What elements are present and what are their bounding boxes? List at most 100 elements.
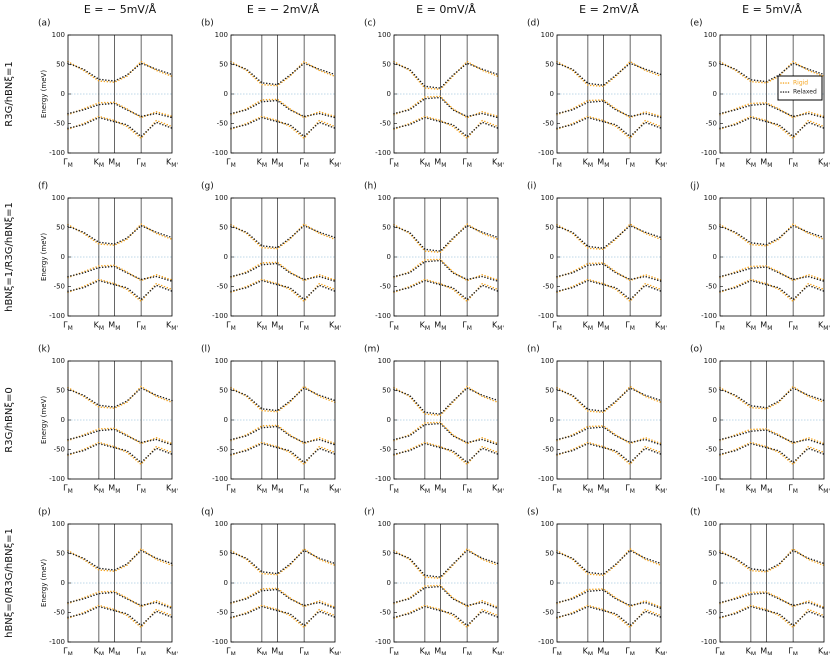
plot-frame [230, 34, 336, 154]
band [67, 60, 173, 84]
plot-frame [556, 360, 662, 480]
x-tick-subscript: M' [660, 162, 667, 169]
x-tick-label: ΓM [788, 158, 798, 170]
x-tick-subscript: M [467, 162, 472, 169]
band [230, 587, 336, 608]
band [393, 547, 499, 580]
x-tick-subscript: M' [660, 488, 667, 495]
x-tick-subscript: M [394, 325, 399, 332]
y-tick-label: 50 [382, 550, 391, 558]
x-tick-label: KM [257, 158, 267, 170]
x-tick-subscript: M [115, 162, 120, 169]
panel-label: (f) [38, 182, 48, 192]
x-tick-label: MM [271, 647, 283, 655]
band [556, 116, 662, 138]
y-tick-label: 0 [61, 579, 65, 587]
x-tick-label: ΓM [63, 321, 73, 333]
band [393, 604, 499, 629]
x-tick-subscript: M [630, 651, 635, 655]
x-tick-label: KM [746, 321, 756, 333]
x-tick-subscript: M [467, 325, 472, 332]
y-tick-label: 0 [224, 579, 228, 587]
panel-label: (b) [201, 19, 214, 29]
plot-frame [230, 197, 336, 317]
x-tick-subscript: M [441, 488, 446, 495]
x-tick-subscript: M [720, 325, 725, 332]
band [67, 102, 173, 119]
band [230, 99, 336, 119]
x-tick-subscript: M [99, 325, 104, 332]
y-tick-label: 0 [61, 416, 65, 424]
band [393, 278, 499, 303]
y-tick-label: -50 [217, 609, 228, 617]
y-tick-label: 0 [61, 90, 65, 98]
band [67, 442, 173, 464]
legend-label: Relaxed [793, 89, 817, 96]
band [393, 442, 499, 464]
y-tick-label: -100 [49, 149, 65, 157]
band [719, 266, 825, 282]
y-tick-label: 100 [52, 31, 65, 39]
x-tick-subscript: M [557, 488, 562, 495]
panel-label: (k) [38, 345, 50, 355]
x-tick-label: ΓM [788, 647, 798, 655]
x-tick-label: KM [420, 158, 430, 170]
band [556, 222, 662, 251]
x-tick-label: KM' [492, 321, 504, 333]
band [67, 279, 173, 301]
y-tick-label: -50 [54, 609, 65, 617]
x-tick-subscript: M [467, 651, 472, 655]
x-tick-label: MM [271, 158, 283, 170]
x-tick-subscript: M [304, 325, 309, 332]
x-tick-label: ΓM [136, 158, 146, 170]
x-tick-subscript: M [720, 651, 725, 655]
y-tick-label: -100 [375, 475, 391, 483]
band [67, 222, 173, 247]
y-tick-label: 50 [56, 61, 65, 69]
plot-frame [556, 34, 662, 154]
y-tick-label: -50 [54, 283, 65, 291]
band [230, 261, 336, 282]
x-tick-subscript: M [720, 488, 725, 495]
x-tick-subscript: M [604, 651, 609, 655]
x-tick-subscript: M [630, 162, 635, 169]
x-tick-subscript: M [394, 162, 399, 169]
plot-frame [719, 360, 825, 480]
x-tick-subscript: M [99, 162, 104, 169]
band [230, 588, 336, 610]
x-tick-subscript: M [278, 162, 283, 169]
panel-label: (p) [38, 508, 51, 518]
y-tick-label: 50 [545, 387, 554, 395]
y-tick-label: -100 [212, 312, 228, 320]
band [230, 62, 336, 86]
x-tick-subscript: M' [171, 488, 178, 495]
x-tick-subscript: M [588, 162, 593, 169]
x-tick-label: ΓM [63, 158, 73, 170]
x-tick-label: KM' [329, 158, 341, 170]
band [230, 605, 336, 627]
band [556, 278, 662, 303]
x-tick-subscript: M [231, 162, 236, 169]
x-tick-label: KM [94, 321, 104, 333]
band [67, 264, 173, 282]
x-tick-subscript: M' [823, 488, 830, 495]
x-tick-label: KM' [166, 647, 178, 655]
band [719, 222, 825, 247]
y-tick-label: -50 [217, 283, 228, 291]
x-tick-subscript: M [425, 325, 430, 332]
x-tick-label: ΓM [552, 647, 562, 655]
band [719, 265, 825, 282]
x-tick-label: KM' [329, 647, 341, 655]
band [556, 605, 662, 627]
plot-frame [393, 523, 499, 643]
band [719, 387, 825, 409]
x-tick-label: KM' [655, 321, 667, 333]
x-tick-subscript: M [767, 325, 772, 332]
x-tick-label: KM' [818, 321, 830, 333]
y-tick-label: 100 [378, 194, 391, 202]
y-tick-label: 50 [708, 224, 717, 232]
x-tick-label: ΓM [136, 647, 146, 655]
x-tick-label: ΓM [788, 321, 798, 333]
band [556, 588, 662, 608]
y-tick-label: 50 [219, 550, 228, 558]
